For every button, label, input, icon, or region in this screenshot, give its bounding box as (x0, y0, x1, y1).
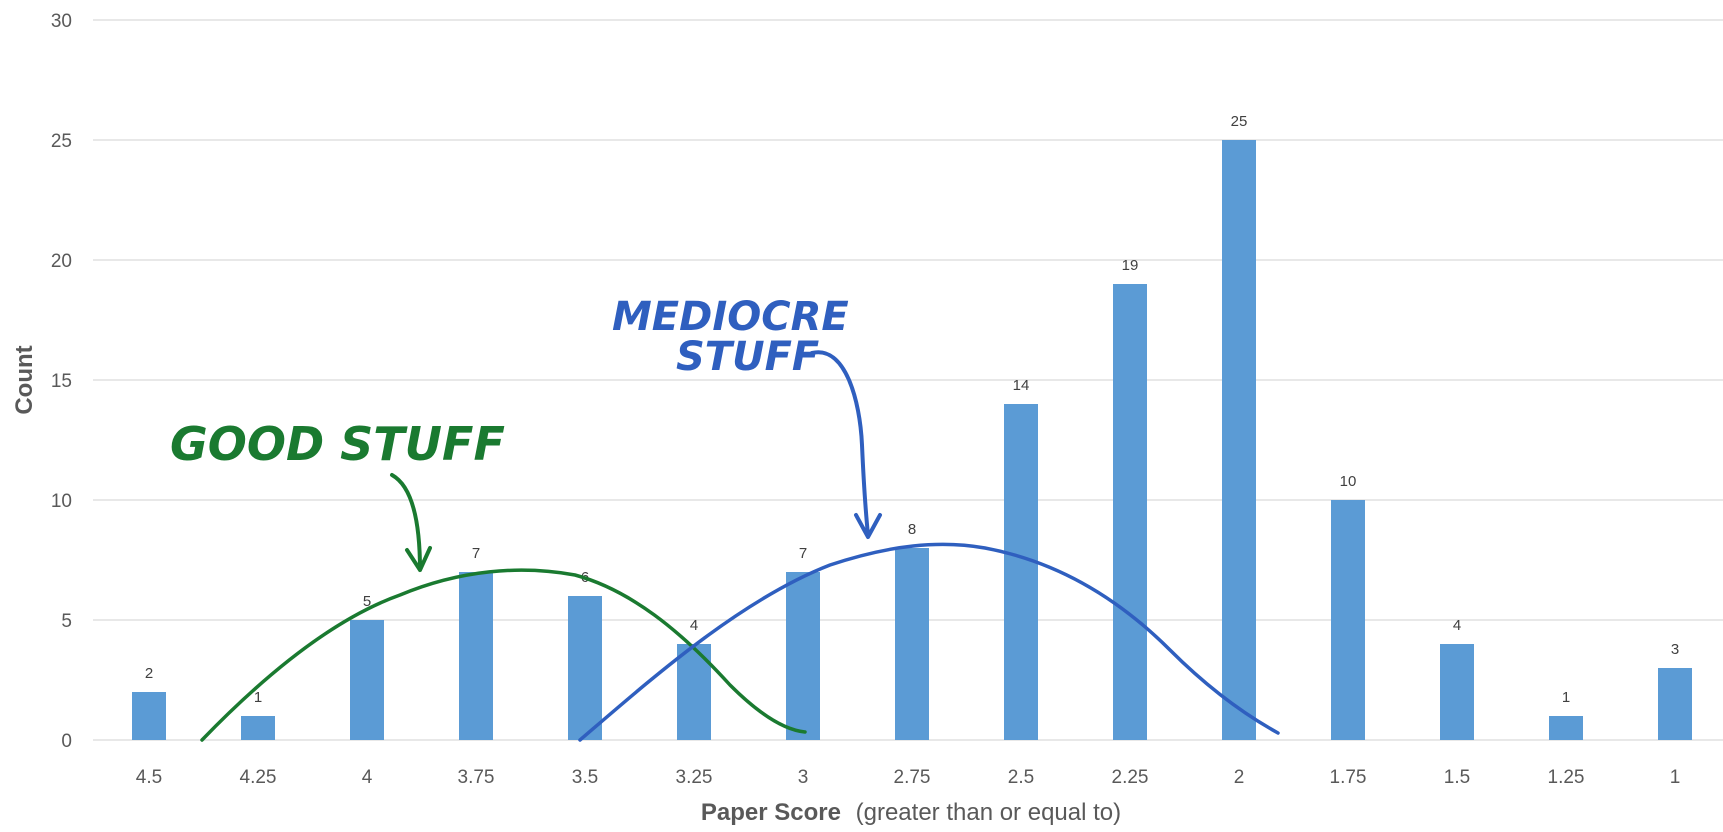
bar (459, 572, 493, 740)
x-axis-title: Paper Score (greater than or equal to) (701, 799, 1121, 826)
bar-data-label: 1 (254, 689, 262, 706)
good-stuff-arrow (390, 473, 432, 572)
y-tick-label: 0 (61, 731, 72, 752)
x-tick-label: 2 (1234, 767, 1245, 788)
bar-data-label: 10 (1340, 473, 1357, 490)
bar-data-label: 7 (472, 545, 480, 562)
x-axis-title-rest: (greater than or equal to) (856, 799, 1122, 826)
bar (350, 620, 384, 740)
x-tick-label: 4.5 (136, 767, 162, 788)
good-stuff-curve (200, 568, 807, 742)
x-tick-label: 1.5 (1444, 767, 1470, 788)
bar-data-label: 8 (908, 521, 916, 538)
y-tick-label: 25 (51, 131, 72, 152)
bar (1113, 284, 1147, 740)
y-tick-label: 15 (51, 371, 72, 392)
y-tick-label: 30 (51, 11, 72, 32)
mediocre-stuff-arrow (810, 350, 882, 539)
bar-data-label: 1 (1562, 689, 1570, 706)
y-axis-title: Count (11, 345, 38, 414)
bar-data-label: 5 (363, 593, 371, 610)
y-tick-label: 20 (51, 251, 72, 272)
good-stuff-label: GOOD STUFF (170, 417, 505, 471)
x-tick-label: 4.25 (240, 767, 277, 788)
x-tick-label: 3.75 (458, 767, 495, 788)
bar-data-label: 4 (690, 617, 698, 634)
x-tick-label: 2.5 (1008, 767, 1034, 788)
x-tick-label: 4 (362, 767, 373, 788)
bar-data-label: 25 (1231, 113, 1248, 130)
x-tick-label: 2.75 (894, 767, 931, 788)
x-axis-title-bold: Paper Score (701, 799, 841, 826)
bar-data-label: 7 (799, 545, 807, 562)
bar-data-label: 19 (1122, 257, 1139, 274)
bar (1658, 668, 1692, 740)
bar (1222, 140, 1256, 740)
x-tick-label: 1 (1670, 767, 1681, 788)
x-tick-label: 3 (798, 767, 809, 788)
bar (895, 548, 929, 740)
mediocre-stuff-curve (578, 542, 1280, 742)
bar-data-label: 14 (1013, 377, 1030, 394)
bar (132, 692, 166, 740)
bar (568, 596, 602, 740)
bar-data-label: 4 (1453, 617, 1461, 634)
bars (132, 140, 1692, 740)
y-tick-labels: 0 5 10 15 20 25 30 (51, 11, 72, 752)
bar (1331, 500, 1365, 740)
bar (1549, 716, 1583, 740)
bar-data-label: 2 (145, 665, 153, 682)
x-tick-label: 3.5 (572, 767, 598, 788)
bar (1440, 644, 1474, 740)
x-tick-label: 3.25 (676, 767, 713, 788)
bar (241, 716, 275, 740)
x-tick-labels: 4.5 4.25 4 3.75 3.5 3.25 3 2.75 2.5 2.25 2 1.75 1.5 1… (136, 767, 1681, 788)
mediocre-stuff-label-line2: STUFF (676, 334, 819, 380)
x-tick-label: 1.25 (1548, 767, 1585, 788)
bar (786, 572, 820, 740)
mediocre-stuff-annotation: MEDIOCRE STUFF (578, 294, 1280, 742)
y-tick-label: 10 (51, 491, 72, 512)
good-stuff-annotation: GOOD STUFF (170, 417, 807, 742)
x-tick-label: 1.75 (1330, 767, 1367, 788)
bar-data-label: 3 (1671, 641, 1679, 658)
x-tick-label: 2.25 (1112, 767, 1149, 788)
bar (1004, 404, 1038, 740)
mediocre-stuff-label-line1: MEDIOCRE (612, 294, 849, 340)
y-tick-label: 5 (61, 611, 72, 632)
